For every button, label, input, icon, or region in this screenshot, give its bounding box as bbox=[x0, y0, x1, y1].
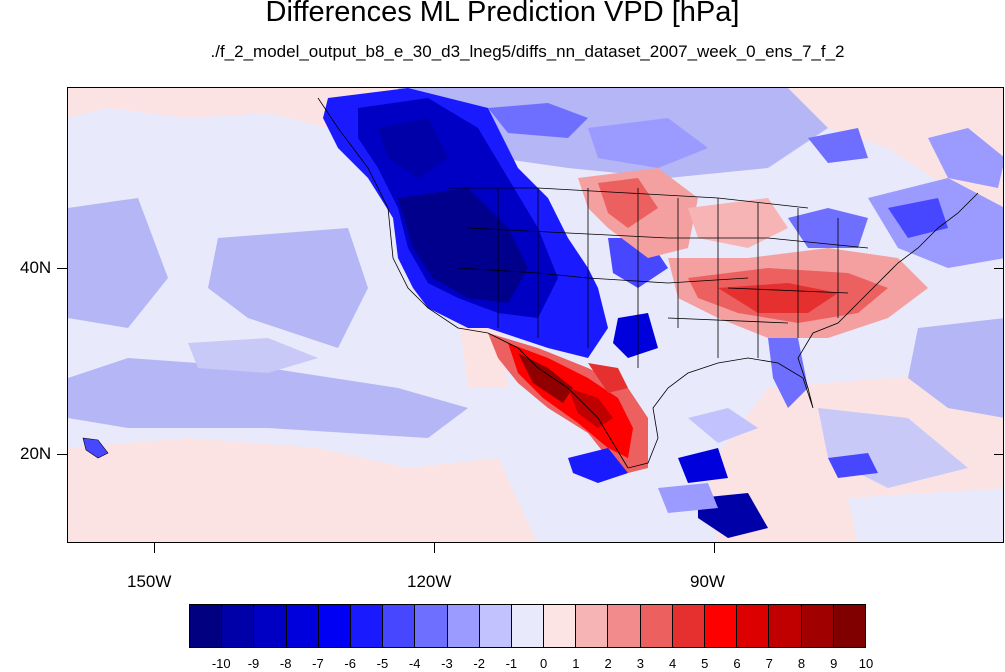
y-tick-20n bbox=[57, 454, 67, 455]
colorbar-label: -9 bbox=[247, 656, 260, 671]
colorbar-cell bbox=[608, 605, 641, 647]
y-tick-40n bbox=[57, 268, 67, 269]
colorbar-cell bbox=[737, 605, 770, 647]
colorbar-label: -2 bbox=[473, 656, 485, 671]
colorbar-cell bbox=[576, 605, 609, 647]
colorbar-cell bbox=[447, 605, 480, 647]
colorbar-cell bbox=[544, 605, 577, 647]
colorbar-cell bbox=[833, 605, 865, 647]
y-tick-40n-right bbox=[994, 268, 1004, 269]
colorbar-cell bbox=[672, 605, 705, 647]
colorbar-label: -4 bbox=[408, 656, 421, 671]
colorbar-cell bbox=[254, 605, 287, 647]
map-title: Differences ML Prediction VPD [hPa] bbox=[265, 0, 740, 28]
colorbar-label: -3 bbox=[441, 656, 453, 671]
lat-label-20n: 20N bbox=[20, 444, 52, 463]
colorbar-cell bbox=[318, 605, 351, 647]
colorbar-cell bbox=[190, 605, 223, 647]
colorbar-label: 4 bbox=[668, 656, 677, 671]
lon-label-120w: 120W bbox=[407, 572, 452, 591]
colorbar-label: -5 bbox=[376, 656, 389, 671]
colorbar-label: -6 bbox=[344, 656, 356, 671]
colorbar-label: 10 bbox=[858, 656, 874, 671]
colorbar-label: 1 bbox=[572, 656, 580, 671]
colorbar-label: -8 bbox=[279, 656, 292, 671]
x-tick-90w bbox=[714, 543, 715, 553]
vpd-difference-map bbox=[67, 87, 1004, 543]
colorbar-label: 9 bbox=[830, 656, 838, 671]
colorbar-cell bbox=[801, 605, 834, 647]
lat-label-40n: 40N bbox=[20, 258, 52, 277]
colorbar-cell bbox=[640, 605, 673, 647]
lon-label-90w: 90W bbox=[690, 572, 725, 591]
map-subtitle: ./f_2_model_output_b8_e_30_d3_lneg5/diff… bbox=[210, 42, 845, 61]
colorbar bbox=[189, 604, 866, 648]
colorbar-cell bbox=[769, 605, 802, 647]
colorbar-cell bbox=[286, 605, 319, 647]
colorbar-cell bbox=[383, 605, 416, 647]
colorbar-label: 8 bbox=[797, 656, 806, 671]
y-tick-20n-right bbox=[994, 454, 1004, 455]
x-tick-120w bbox=[434, 543, 435, 553]
lon-label-150w: 150W bbox=[127, 572, 172, 591]
colorbar-cell bbox=[479, 605, 512, 647]
colorbar-label: -1 bbox=[505, 656, 518, 671]
colorbar-label: 5 bbox=[701, 656, 709, 671]
colorbar-label: 3 bbox=[636, 656, 644, 671]
colorbar-cell bbox=[415, 605, 448, 647]
colorbar-cell bbox=[705, 605, 738, 647]
colorbar-label: -10 bbox=[211, 656, 231, 671]
colorbar-cell bbox=[511, 605, 545, 647]
colorbar-label: 7 bbox=[765, 656, 773, 671]
colorbar-label: -7 bbox=[312, 656, 324, 671]
x-tick-150w bbox=[154, 543, 155, 553]
colorbar-label: 0 bbox=[539, 656, 548, 671]
colorbar-cell bbox=[222, 605, 255, 647]
colorbar-label: 2 bbox=[604, 656, 612, 671]
colorbar-label: 6 bbox=[733, 656, 741, 671]
colorbar-cell bbox=[350, 605, 384, 647]
